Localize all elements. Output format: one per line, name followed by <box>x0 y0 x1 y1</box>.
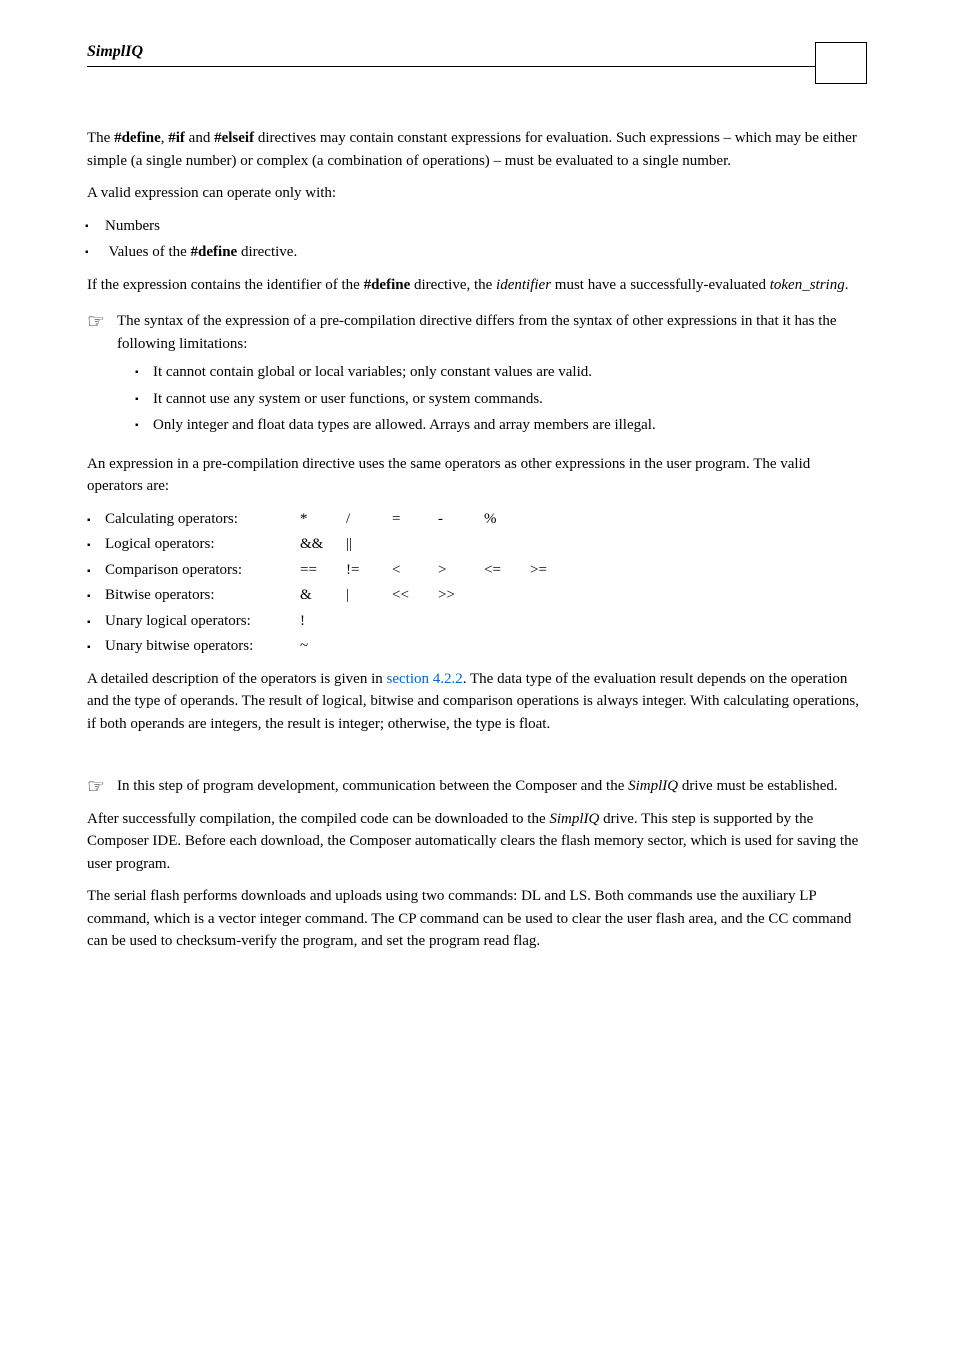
hand-point-icon: ☞ <box>87 310 117 332</box>
elseif-keyword: #elseif <box>214 130 254 146</box>
token-string-term: token_string <box>770 277 845 293</box>
op-row-unary-bitwise: ▪ Unary bitwise operators: ~ <box>87 635 867 658</box>
note-syntax-limits: ☞ The syntax of the expression of a pre-… <box>87 310 867 443</box>
limitations-list: It cannot contain global or local variab… <box>117 361 867 437</box>
identifier-term: identifier <box>496 277 551 293</box>
define-keyword: #define <box>191 244 238 260</box>
list-item: Only integer and float data types are al… <box>153 414 867 437</box>
bullet-icon: ▪ <box>87 538 105 553</box>
operators-list: ▪ Calculating operators: * / = - % ▪ Log… <box>87 508 867 658</box>
simpliq-term: SimplIQ <box>549 811 599 827</box>
bullet-icon: ▪ <box>87 640 105 655</box>
paragraph-identifier: If the expression contains the identifie… <box>87 274 867 297</box>
paragraph-directives: The #define, #if and #elseif directives … <box>87 127 867 172</box>
header-box <box>815 42 867 84</box>
section-link[interactable]: section 4.2.2 <box>387 671 463 687</box>
list-item: Numbers <box>105 215 867 238</box>
op-row-bitwise: ▪ Bitwise operators: & | << >> <box>87 584 867 607</box>
hand-point-icon: ☞ <box>87 775 117 797</box>
header-title: SimplIQ <box>87 40 143 64</box>
note-text: The syntax of the expression of a pre-co… <box>117 313 837 352</box>
list-item: It cannot contain global or local variab… <box>153 361 867 384</box>
paragraph-serial-flash: The serial flash performs downloads and … <box>87 885 867 953</box>
paragraph-operators-detail: A detailed description of the operators … <box>87 668 867 736</box>
paragraph-valid-expr: A valid expression can operate only with… <box>87 182 867 205</box>
if-keyword: #if <box>168 130 185 146</box>
paragraph-download: After successfully compilation, the comp… <box>87 808 867 876</box>
define-keyword: #define <box>364 277 411 293</box>
simpliq-term: SimplIQ <box>628 778 678 794</box>
bullet-icon: ▪ <box>87 513 105 528</box>
bullet-icon: ▪ <box>87 564 105 579</box>
note-communication: ☞ In this step of program development, c… <box>87 775 867 798</box>
op-row-unary-logical: ▪ Unary logical operators: ! <box>87 610 867 633</box>
op-row-calc: ▪ Calculating operators: * / = - % <box>87 508 867 531</box>
bullet-icon: ▪ <box>87 615 105 630</box>
op-row-comparison: ▪ Comparison operators: == != < > <= >= <box>87 559 867 582</box>
paragraph-operators-intro: An expression in a pre-compilation direc… <box>87 453 867 498</box>
list-item: Values of the #define directive. <box>105 241 867 264</box>
op-row-logical: ▪ Logical operators: && || <box>87 533 867 556</box>
bullet-icon: ▪ <box>87 589 105 604</box>
list-item: It cannot use any system or user functio… <box>153 388 867 411</box>
valid-expr-list: Numbers Values of the #define directive. <box>87 215 867 264</box>
page-header: SimplIQ <box>87 40 867 67</box>
define-keyword: #define <box>114 130 161 146</box>
